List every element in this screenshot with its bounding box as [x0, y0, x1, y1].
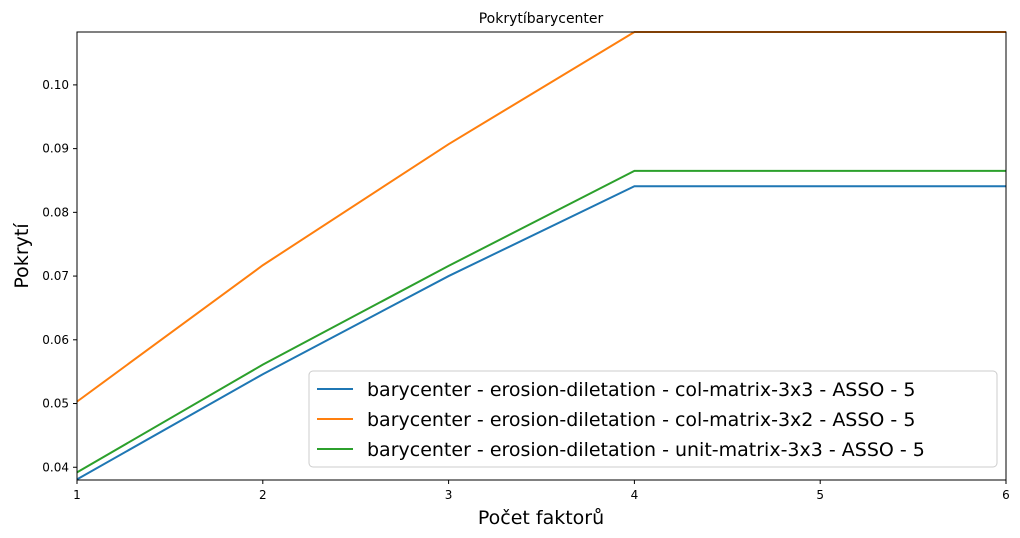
legend-entry-1: barycenter - erosion-diletation - col-ma… — [367, 379, 915, 401]
x-tick-label: 4 — [631, 488, 639, 502]
y-tick-label: 0.06 — [42, 333, 69, 347]
legend-entry-2: barycenter - erosion-diletation - col-ma… — [367, 409, 915, 431]
x-tick-label: 1 — [73, 488, 81, 502]
x-tick-label: 6 — [1002, 488, 1010, 502]
series-line-1 — [76, 185, 1006, 481]
x-tick-label: 5 — [816, 488, 824, 502]
legend: barycenter - erosion-diletation - col-ma… — [308, 370, 998, 468]
y-tick-label: 0.10 — [42, 78, 69, 92]
x-tick-label: 2 — [259, 488, 267, 502]
y-axis: 0.04 0.05 0.06 0.07 0.08 0.09 0.10 — [42, 78, 77, 474]
x-axis: 1 2 3 4 5 6 — [73, 480, 1010, 502]
y-tick-label: 0.04 — [42, 460, 69, 474]
legend-entry-3: barycenter - erosion-diletation - unit-m… — [367, 439, 925, 461]
chart-title: Pokrytíbarycenter — [479, 11, 604, 27]
y-axis-label: Pokrytí — [11, 223, 33, 289]
x-axis-label: Počet faktorů — [478, 507, 604, 529]
series-line-2 — [76, 31, 1006, 403]
legend-box — [308, 370, 998, 468]
y-tick-label: 0.05 — [42, 397, 69, 411]
series-line-3 — [76, 169, 1006, 474]
plot-frame — [76, 31, 1007, 481]
y-tick-label: 0.09 — [42, 142, 69, 156]
x-tick-label: 3 — [445, 488, 453, 502]
y-tick-label: 0.08 — [42, 205, 69, 219]
y-tick-label: 0.07 — [42, 269, 69, 283]
